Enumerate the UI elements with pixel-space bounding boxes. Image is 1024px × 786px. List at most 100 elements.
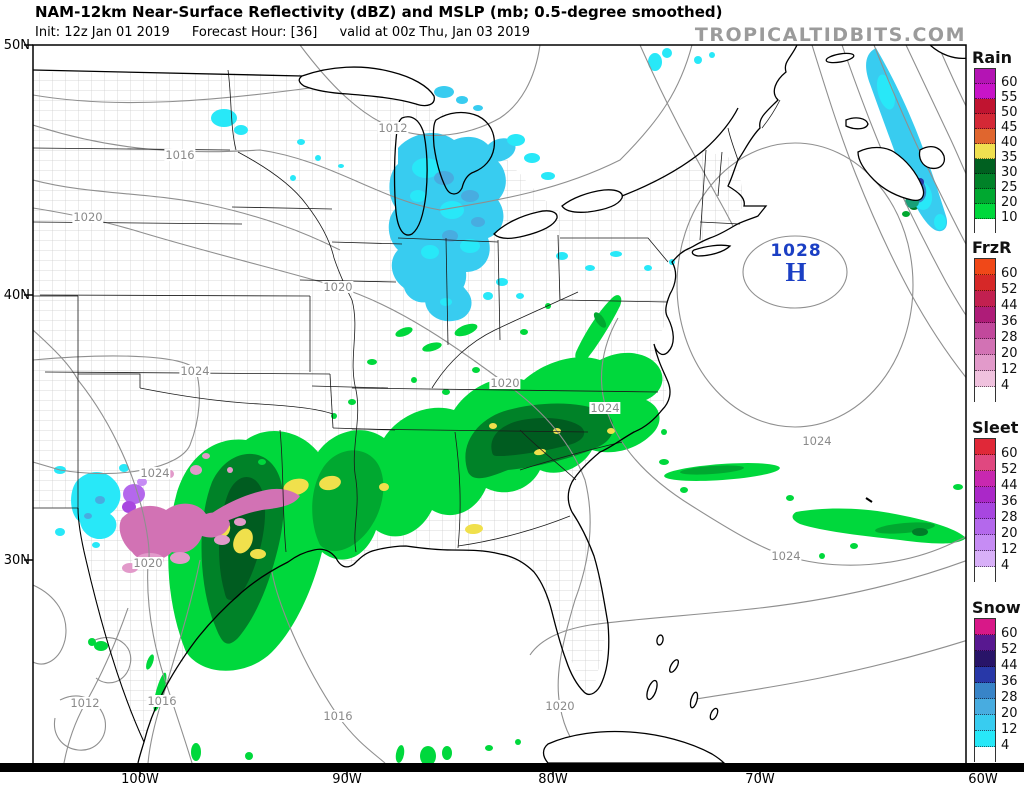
legend-colorbar-snow: [974, 618, 996, 763]
legend-tick-label: 60: [1001, 266, 1018, 281]
isobar-label: 1024: [589, 401, 621, 415]
legend-tick-label: 40: [1001, 135, 1018, 150]
isobar-label: 1024: [770, 549, 802, 563]
coastlines: [33, 45, 966, 764]
legend-swatch: [975, 159, 995, 174]
legend-swatch: [975, 307, 995, 323]
forecast-hour-label: Forecast Hour: [36]: [191, 25, 318, 40]
init-line: Init: 12z Jan 01 2019 Forecast Hour: [36…: [35, 25, 548, 40]
isobar-label: 1020: [544, 699, 576, 713]
high-pressure-marker: 1028 H: [770, 241, 822, 287]
legend-swatch: [975, 291, 995, 307]
isobar-label: 1020: [72, 210, 104, 224]
page-title: NAM-12km Near-Surface Reflectivity (dBZ)…: [35, 3, 723, 21]
legend-tick-label: 20: [1001, 195, 1018, 210]
legend-swatch: [975, 439, 995, 455]
legend-swatch: [975, 144, 995, 159]
legend-swatch: [975, 69, 995, 84]
axis-ticks: [24, 44, 761, 777]
legend-tick-label: 28: [1001, 690, 1018, 705]
isobar-label: 1024: [179, 364, 211, 378]
legend-tick-label: 44: [1001, 298, 1018, 313]
legend-section-title-frzr: FrzR: [972, 238, 1012, 257]
lon-label: 70W: [745, 772, 775, 786]
isobar-label: 1020: [322, 280, 354, 294]
legend-swatch: [975, 667, 995, 683]
legend-tick-label: 20: [1001, 346, 1018, 361]
legend-tick-label: 4: [1001, 738, 1010, 753]
legend-tick-label: 12: [1001, 362, 1018, 377]
legend-tick-label: 36: [1001, 494, 1018, 509]
legend-tick-label: 52: [1001, 462, 1018, 477]
legend-tick-label: 44: [1001, 658, 1018, 673]
legend-section-title-snow: Snow: [972, 598, 1021, 617]
isobar-label: 1016: [146, 694, 178, 708]
legend-swatch: [975, 567, 995, 583]
legend-swatch: [975, 355, 995, 371]
legend-swatch: [975, 275, 995, 291]
legend-swatch: [975, 219, 995, 234]
legend-tick-label: 4: [1001, 558, 1010, 573]
legend-tick-label: 52: [1001, 282, 1018, 297]
legend-swatch: [975, 519, 995, 535]
lon-label: 100W: [121, 772, 159, 786]
legend-swatch: [975, 84, 995, 99]
legend-swatch: [975, 204, 995, 219]
lon-label: 60W: [968, 772, 998, 786]
legend-swatch: [975, 387, 995, 403]
legend-tick-label: 44: [1001, 478, 1018, 493]
legend-section-title-rain: Rain: [972, 48, 1012, 67]
legend-swatch: [975, 455, 995, 471]
legend-swatch: [975, 635, 995, 651]
isobar-label: 1024: [139, 466, 171, 480]
legend-tick-label: 25: [1001, 180, 1018, 195]
legend-tick-label: 60: [1001, 626, 1018, 641]
lon-label: 90W: [332, 772, 362, 786]
legend-swatch: [975, 259, 995, 275]
legend-tick-label: 28: [1001, 330, 1018, 345]
lat-label: 40N: [3, 288, 30, 303]
isobar-label: 1016: [164, 148, 196, 162]
legend-section-title-sleet: Sleet: [972, 418, 1019, 437]
isobar-label: 1016: [322, 709, 354, 723]
legend-swatch: [975, 129, 995, 144]
legend-swatch: [975, 487, 995, 503]
legend-swatch: [975, 683, 995, 699]
high-pressure-value: 1028: [770, 241, 822, 261]
legend-swatch: [975, 619, 995, 635]
radar-rain-green: [88, 202, 966, 764]
legend-tick-label: 60: [1001, 75, 1018, 90]
legend-swatch: [975, 747, 995, 763]
isobar-label: 1012: [377, 121, 409, 135]
bottom-border-bar: [0, 763, 1024, 772]
lon-label: 80W: [538, 772, 568, 786]
legend-tick-label: 10: [1001, 210, 1018, 225]
legend-tick-label: 35: [1001, 150, 1018, 165]
valid-time-label: valid at 00z Thu, Jan 03 2019: [339, 25, 531, 40]
legend-swatch: [975, 339, 995, 355]
legend-tick-label: 12: [1001, 542, 1018, 557]
legend-swatch: [975, 371, 995, 387]
legend-tick-label: 52: [1001, 642, 1018, 657]
legend-swatch: [975, 189, 995, 204]
watermark: TROPICALTIDBITS.COM: [694, 24, 966, 46]
legend-tick-label: 45: [1001, 120, 1018, 135]
legend-tick-label: 36: [1001, 314, 1018, 329]
legend-swatch: [975, 651, 995, 667]
legend-swatch: [975, 551, 995, 567]
isobar-label: 1020: [489, 376, 521, 390]
legend-swatch: [975, 174, 995, 189]
legend-tick-label: 55: [1001, 90, 1018, 105]
legend-colorbar-sleet: [974, 438, 996, 583]
radar-heavy-yellow: [217, 423, 615, 559]
legend-swatch: [975, 114, 995, 129]
legend-tick-label: 50: [1001, 105, 1018, 120]
legend-tick-label: 30: [1001, 165, 1018, 180]
legend-tick-label: 12: [1001, 722, 1018, 737]
legend-tick-label: 36: [1001, 674, 1018, 689]
high-pressure-symbol: H: [785, 257, 807, 287]
legend-colorbar-frzr: [974, 258, 996, 403]
lat-label: 30N: [3, 553, 30, 568]
isobar-label: 1012: [69, 696, 101, 710]
